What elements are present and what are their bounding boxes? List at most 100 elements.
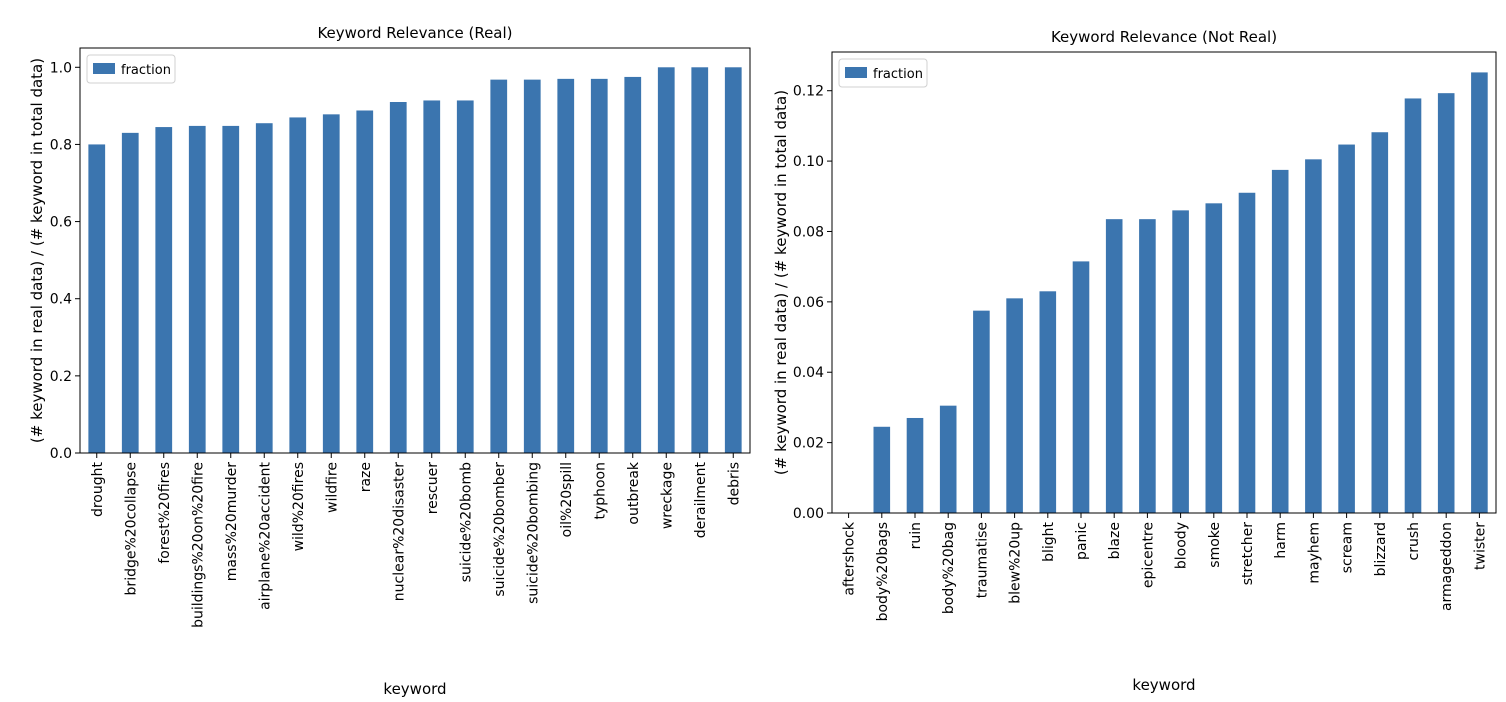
y-tick-label: 0.04 bbox=[793, 365, 824, 381]
x-tick-label: raze bbox=[358, 462, 374, 492]
bar-1 bbox=[873, 426, 891, 513]
x-tick-label: epicentre bbox=[1140, 522, 1156, 588]
legend-swatch bbox=[845, 67, 867, 78]
bar-10 bbox=[423, 100, 441, 454]
x-tick-label: nuclear%20disaster bbox=[391, 462, 407, 601]
x-tick-label: buildings%20on%20fire bbox=[190, 462, 206, 628]
x-tick-label: oil%20spill bbox=[559, 462, 575, 537]
bar-0 bbox=[88, 144, 106, 453]
x-tick-label: airplane%20accident bbox=[257, 462, 273, 610]
x-tick-label: aftershock bbox=[842, 521, 858, 596]
y-tick-label: 1.0 bbox=[50, 60, 72, 76]
y-tick-label: 0.12 bbox=[793, 84, 824, 100]
bar-14 bbox=[1305, 159, 1322, 513]
legend bbox=[838, 58, 928, 88]
x-tick-label: traumatise bbox=[974, 522, 990, 598]
y-tick-label: 0.08 bbox=[793, 224, 824, 240]
bar-5 bbox=[1006, 298, 1023, 513]
bar-14 bbox=[557, 78, 575, 454]
y-tick-label: 0.8 bbox=[50, 137, 72, 153]
y-tick-label: 0.02 bbox=[793, 436, 824, 452]
x-tick-label: blizzard bbox=[1373, 522, 1389, 576]
bar-15 bbox=[1338, 144, 1355, 514]
x-tick-label: armageddon bbox=[1439, 522, 1455, 611]
x-tick-label: twister bbox=[1472, 522, 1488, 570]
x-tick-label: outbreak bbox=[626, 461, 642, 524]
x-tick-label: rescuer bbox=[425, 462, 441, 515]
x-tick-label: panic bbox=[1074, 522, 1090, 560]
x-axis-label: keyword bbox=[1132, 676, 1195, 694]
y-tick-label: 0.4 bbox=[50, 292, 72, 308]
bar-16 bbox=[1371, 132, 1389, 514]
bar-9 bbox=[389, 102, 407, 453]
bar-8 bbox=[1105, 219, 1123, 513]
x-tick-label: wreckage bbox=[659, 462, 675, 529]
bar-7 bbox=[322, 114, 340, 453]
chart-not-real: 0.00 0.02 0.04 0.06 0.08 0.10 0.12 aftershock bo… bbox=[772, 28, 1497, 694]
legend-label: fraction bbox=[121, 63, 171, 78]
chart-real: 0.0 0.2 0.4 0.6 0.8 1.0 drought bridge%20collap… bbox=[28, 24, 751, 698]
x-tick-label: bridge%20collapse bbox=[123, 462, 139, 595]
x-tick-label: forest%20fires bbox=[157, 462, 173, 564]
bar-5 bbox=[255, 123, 273, 454]
bar-11 bbox=[456, 100, 474, 454]
y-tick-label: 0.00 bbox=[793, 506, 824, 522]
bar-11 bbox=[1205, 203, 1223, 513]
bar-13 bbox=[523, 79, 541, 453]
bar-1 bbox=[121, 132, 139, 454]
y-tick-label: 0.10 bbox=[793, 154, 824, 170]
bar-2 bbox=[906, 417, 924, 513]
y-axis-label: (# keyword in real data) / (# keyword in… bbox=[772, 90, 790, 475]
bar-18 bbox=[691, 67, 709, 453]
x-axis-label: keyword bbox=[383, 680, 446, 698]
bar-4 bbox=[973, 310, 990, 513]
bar-8 bbox=[356, 110, 374, 454]
bar-6 bbox=[289, 117, 307, 454]
x-tick-label: smoke bbox=[1207, 522, 1223, 568]
bar-13 bbox=[1271, 169, 1289, 513]
bar-4 bbox=[222, 125, 240, 453]
bar-7 bbox=[1072, 261, 1090, 513]
x-tick-label: suicide%20bombing bbox=[525, 462, 541, 604]
x-tick-label: blew%20up bbox=[1008, 522, 1024, 604]
x-tick-label: ruin bbox=[908, 522, 924, 549]
y-axis-label: (# keyword in real data) / (# keyword in… bbox=[28, 58, 46, 443]
x-tick-label: blaze bbox=[1107, 522, 1123, 559]
x-tick-label: mayhem bbox=[1306, 522, 1322, 584]
x-tick-label: debris bbox=[726, 462, 742, 505]
legend bbox=[86, 54, 176, 84]
chart-title: Keyword Relevance (Not Real) bbox=[1051, 28, 1277, 46]
x-tick-label: suicide%20bomb bbox=[458, 462, 474, 582]
bar-12 bbox=[1238, 192, 1256, 513]
x-tick-label: crush bbox=[1406, 522, 1422, 561]
x-tick-label: suicide%20bomber bbox=[492, 462, 508, 597]
bar-17 bbox=[657, 67, 675, 453]
bar-2 bbox=[155, 127, 173, 453]
x-tick-label: wild%20fires bbox=[291, 462, 307, 551]
plot-frame bbox=[79, 47, 751, 454]
bar-9 bbox=[1139, 219, 1156, 513]
x-tick-label: wildfire bbox=[324, 462, 340, 513]
bar-17 bbox=[1404, 98, 1422, 513]
bar-18 bbox=[1437, 93, 1455, 514]
bar-19 bbox=[1471, 72, 1488, 513]
x-tick-label: stretcher bbox=[1240, 522, 1256, 586]
x-tick-label: scream bbox=[1340, 522, 1356, 573]
x-tick-label: typhoon bbox=[592, 462, 608, 520]
x-tick-label: bloody bbox=[1174, 522, 1190, 569]
x-tick-label: body%20bags bbox=[875, 522, 891, 621]
x-tick-label: harm bbox=[1273, 522, 1289, 559]
bar-15 bbox=[590, 78, 608, 454]
y-tick-label: 0.0 bbox=[50, 446, 72, 462]
bar-3 bbox=[939, 405, 957, 513]
y-tick-label: 0.6 bbox=[50, 215, 72, 231]
x-tick-label: derailment bbox=[693, 461, 709, 538]
bar-10 bbox=[1172, 210, 1189, 514]
bar-6 bbox=[1039, 291, 1057, 513]
plot-frame bbox=[831, 51, 1497, 514]
x-tick-label: drought bbox=[90, 461, 106, 517]
y-tick-label: 0.06 bbox=[793, 295, 824, 311]
x-tick-label: mass%20murder bbox=[224, 462, 240, 581]
bar-12 bbox=[490, 79, 508, 453]
